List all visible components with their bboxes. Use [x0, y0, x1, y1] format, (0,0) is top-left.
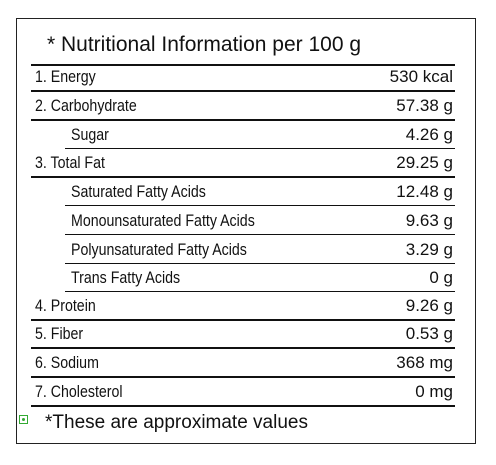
row-label: Monounsaturated Fatty Acids — [71, 212, 255, 230]
row-value: 12.48 g — [396, 182, 453, 202]
table-row: 2. Carbohydrate 57.38 g — [31, 93, 455, 121]
row-label: 2. Carbohydrate — [35, 96, 137, 115]
table-row: Monounsaturated Fatty Acids 9.63 g — [65, 207, 455, 235]
row-value: 3.29 g — [405, 239, 453, 259]
table-row: 4. Protein 9.26 g — [31, 293, 455, 321]
footnote: *These are approximate values — [45, 412, 308, 433]
row-value: 368 mg — [396, 353, 453, 372]
row-label: 7. Cholesterol — [35, 382, 123, 401]
row-value: 29.25 g — [396, 152, 453, 172]
table-row: 1. Energy 530 kcal — [31, 64, 455, 92]
nutrition-label: * Nutritional Information per 100 g *The… — [16, 18, 476, 444]
row-value: 57.38 g — [396, 95, 453, 115]
table-row: 6. Sodium 368 mg — [31, 350, 455, 378]
table-row: 7. Cholesterol 0 mg — [31, 379, 455, 407]
row-value: 4.26 g — [405, 125, 453, 145]
table-row: 3. Total Fat 29.25 g — [31, 150, 455, 178]
table-row: Trans Fatty Acids 0 g — [65, 264, 455, 293]
title: * Nutritional Information per 100 g — [47, 33, 362, 56]
table-row: Polyunsaturated Fatty Acids 3.29 g — [65, 236, 455, 264]
row-label: 1. Energy — [35, 68, 96, 86]
table-row: 5. Fiber 0.53 g — [31, 321, 455, 350]
row-value: 9.26 g — [405, 295, 453, 315]
row-value: 530 kcal — [389, 67, 453, 86]
row-value: 9.63 g — [405, 211, 453, 230]
row-label: 3. Total Fat — [35, 153, 105, 172]
row-label: Polyunsaturated Fatty Acids — [71, 240, 247, 259]
row-label: Sugar — [71, 126, 109, 145]
table-row: Sugar 4.26 g — [65, 121, 455, 150]
row-label: 5. Fiber — [35, 325, 84, 344]
icon — [19, 415, 28, 424]
row-label: 6. Sodium — [35, 354, 99, 372]
row-label: Trans Fatty Acids — [71, 269, 181, 288]
row-label: 4. Protein — [35, 296, 96, 315]
row-value: 0 mg — [415, 381, 453, 401]
row-value: 0 g — [429, 268, 453, 288]
row-label: Saturated Fatty Acids — [71, 183, 206, 202]
row-value: 0.53 g — [405, 324, 453, 344]
table-row: Saturated Fatty Acids 12.48 g — [65, 178, 455, 207]
